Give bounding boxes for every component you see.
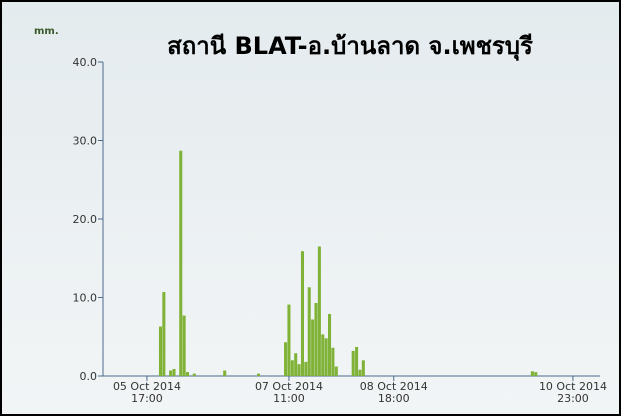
bar (331, 347, 335, 376)
bar (162, 292, 166, 376)
y-tick-label: 30.0 (73, 135, 98, 148)
bar (158, 326, 162, 376)
bar (307, 287, 311, 376)
bar (530, 371, 534, 376)
y-tick-label: 20.0 (73, 213, 98, 226)
bar (334, 366, 338, 376)
bar (328, 313, 332, 376)
bar (186, 372, 190, 376)
y-tick-label: 0.0 (80, 370, 98, 383)
bar (169, 370, 173, 376)
y-tick-label: 10.0 (73, 292, 98, 305)
bar (355, 346, 359, 376)
bar (172, 368, 176, 376)
bar (317, 246, 321, 376)
y-tick-label: 40.0 (73, 56, 98, 69)
bar (534, 372, 538, 376)
bar (182, 315, 186, 376)
bar (311, 319, 315, 376)
bar (297, 364, 301, 376)
bar (294, 353, 298, 376)
bar (358, 369, 362, 376)
bar (361, 360, 365, 376)
bar (192, 373, 196, 376)
bar (314, 302, 318, 376)
x-tick-label: 08 Oct 2014 18:00 (360, 380, 428, 405)
x-tick-label: 05 Oct 2014 17:00 (113, 380, 181, 405)
bar (324, 338, 328, 376)
bar (290, 360, 294, 376)
y-unit: mm. (34, 26, 59, 37)
bar (304, 361, 308, 376)
bar (257, 373, 261, 376)
x-tick-label: 07 Oct 2014 11:00 (255, 380, 323, 405)
bar (351, 350, 355, 376)
bar (284, 342, 288, 376)
x-tick-label: 10 Oct 2014 23:00 (539, 380, 607, 405)
bar (179, 150, 183, 376)
bar (321, 334, 325, 376)
bar (287, 304, 291, 376)
bar (300, 251, 304, 376)
bar (223, 370, 227, 376)
chart-title: สถานี BLAT-อ.บ้านลาด จ.เพชรบุรี (167, 32, 533, 62)
